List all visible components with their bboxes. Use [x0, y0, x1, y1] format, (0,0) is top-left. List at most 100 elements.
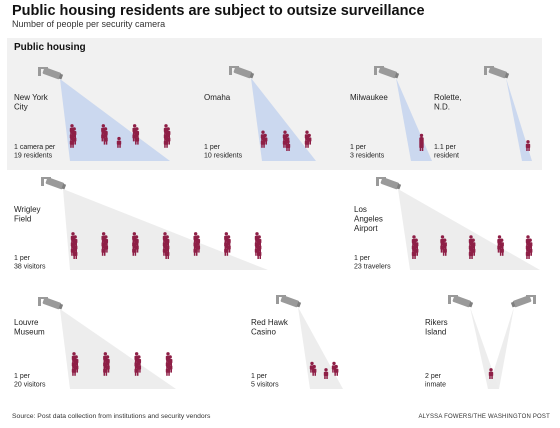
crowd-omaha [260, 130, 312, 151]
person-body [260, 140, 266, 145]
person-leg [259, 255, 261, 259]
person-leg [332, 369, 334, 373]
person-leg [137, 141, 139, 145]
person-leg [416, 252, 418, 256]
person-head [132, 244, 137, 249]
person-leg [526, 147, 528, 151]
person-body [323, 371, 329, 376]
person-leg [195, 252, 198, 256]
crowd-red-hawk-casino [309, 361, 339, 379]
person-body [132, 248, 137, 253]
item-red-hawk-casino: Red Hawk Casino 1 per 5 visitors [251, 295, 343, 389]
person-head [73, 235, 77, 239]
person-head [135, 133, 139, 138]
camera-lens [504, 72, 510, 79]
person-leg [168, 141, 170, 145]
camera-arm [374, 66, 384, 68]
camera-mount [38, 67, 41, 76]
person-leg [136, 372, 139, 376]
person-head [283, 130, 287, 134]
person-body [285, 143, 291, 148]
person-leg [134, 372, 137, 376]
rate-label: 1 camera per 19 residents [14, 144, 56, 159]
location-label: Rikers Island [425, 318, 448, 337]
person-head [443, 244, 447, 249]
person-head [497, 241, 502, 246]
person-head [163, 244, 167, 249]
person-head [101, 130, 106, 134]
security-camera-icon [510, 295, 536, 308]
person-body [411, 251, 417, 256]
camera-mount [448, 295, 451, 304]
camera-body [378, 66, 398, 79]
person-icon [224, 244, 229, 256]
rate-label: 1 per 20 visitors [14, 373, 46, 388]
person-leg [324, 375, 326, 379]
person-icon [442, 244, 447, 256]
person-icon [488, 368, 494, 379]
person-head [103, 358, 108, 362]
security-camera-icon [276, 295, 302, 308]
camera-beam [488, 307, 514, 389]
person-head [166, 127, 170, 131]
person-head [255, 238, 259, 242]
person-body [71, 368, 77, 373]
person-head [105, 361, 110, 366]
person-leg [117, 144, 119, 148]
person-icon [193, 244, 198, 256]
person-body [334, 368, 339, 373]
person-icon [257, 248, 262, 259]
person-leg [530, 252, 532, 256]
camera-mount [484, 66, 487, 75]
person-icon [69, 136, 75, 148]
person-head [164, 124, 168, 128]
person-head [101, 124, 106, 128]
person-head [73, 248, 77, 252]
person-head [117, 136, 121, 141]
person-head [440, 241, 445, 246]
item-new-york-city: New York City 1 camera per 19 residents [14, 67, 171, 161]
camera-body [280, 295, 300, 308]
person-head [164, 130, 168, 134]
person-head [285, 133, 289, 138]
security-camera-icon [229, 66, 255, 79]
camera-mount [41, 177, 44, 186]
camera-lens [396, 183, 402, 190]
person-head [166, 364, 170, 369]
person-head [74, 361, 78, 366]
person-leg [105, 141, 108, 145]
person-body [312, 368, 317, 373]
person-head [471, 238, 475, 242]
person-icon [70, 244, 76, 256]
person-leg [309, 141, 311, 145]
person-head [257, 235, 261, 239]
person-leg [469, 255, 471, 259]
person-head [255, 244, 259, 249]
person-leg [72, 372, 74, 376]
person-icon [134, 364, 139, 376]
camera-arm [484, 66, 494, 68]
person-head [500, 238, 504, 242]
person-head [134, 241, 139, 246]
camera-arm [376, 177, 386, 179]
person-body [165, 251, 170, 256]
camera-beam [398, 189, 540, 270]
camera-arm [38, 297, 48, 299]
person-head [163, 232, 167, 236]
person-head [312, 364, 316, 369]
person-body [419, 143, 424, 148]
person-head [469, 241, 473, 246]
person-icon [285, 140, 291, 151]
person-head [137, 361, 141, 366]
person-leg [440, 249, 443, 253]
person-head [101, 238, 106, 242]
person-leg [73, 255, 75, 259]
person-icon [312, 364, 317, 376]
person-leg [132, 138, 135, 142]
camera-beam [506, 78, 532, 161]
person-leg [136, 249, 139, 253]
person-head [412, 248, 416, 252]
security-camera-icon [484, 66, 510, 79]
person-head [70, 124, 74, 128]
person-body [525, 143, 531, 148]
